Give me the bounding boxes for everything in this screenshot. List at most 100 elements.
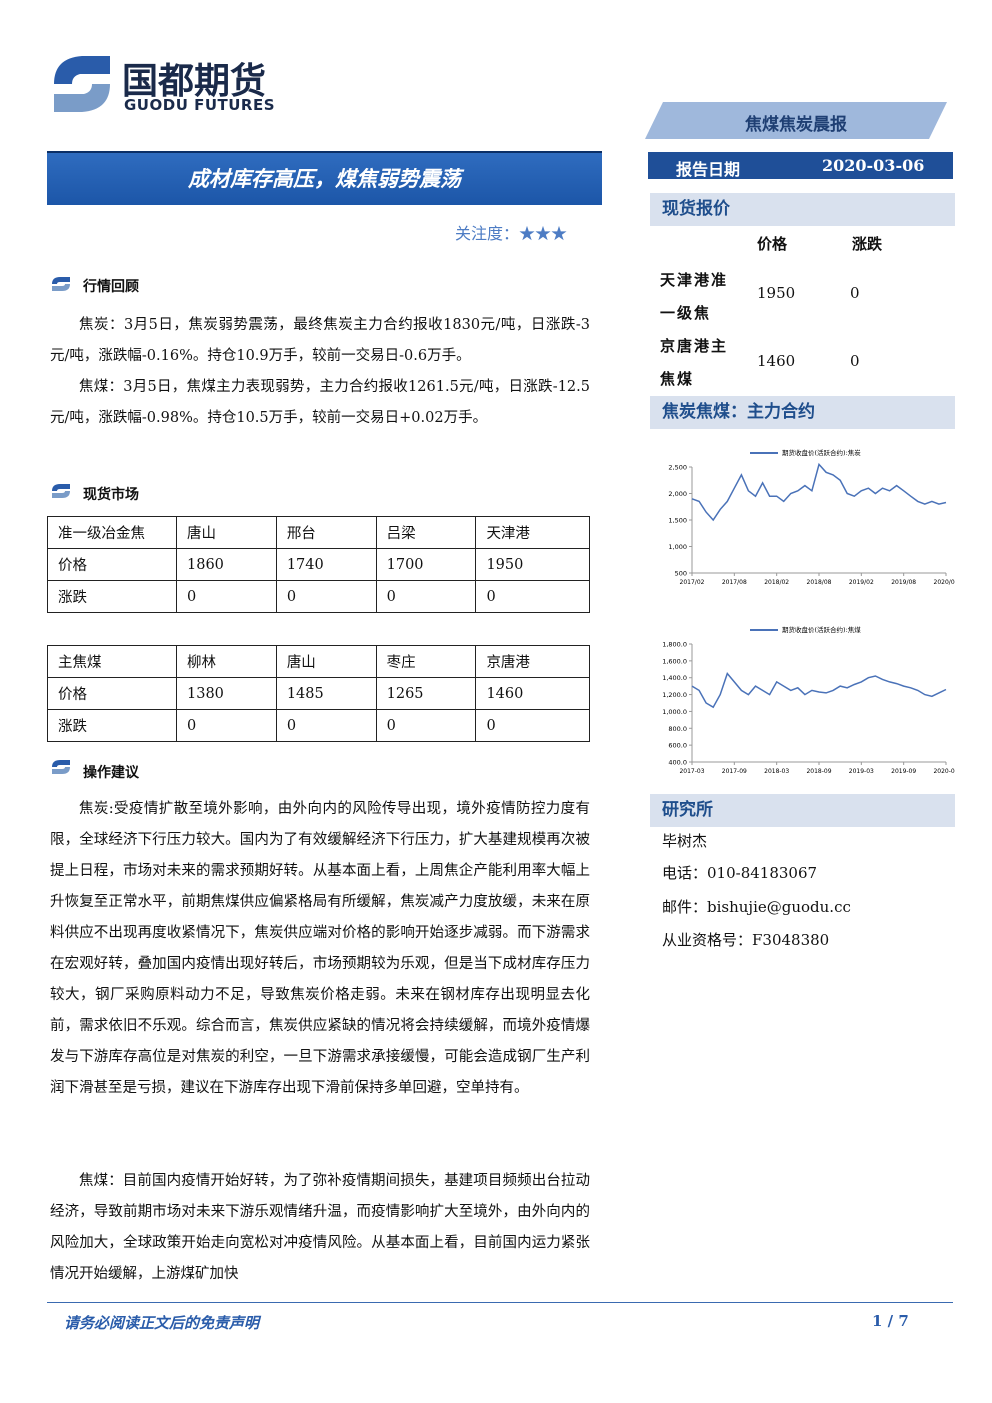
paragraph: 焦煤：目前国内疫情开始好转，为了弥补疫情期间损失，基建项目频频出台拉动经济，导致… [50,1173,590,1282]
company-name-en: GUODU FUTURES [124,96,276,114]
section-heading: 现货市场 [83,487,139,503]
footer-rule [47,1302,953,1303]
y-tick-label: 1,000.0 [662,708,687,716]
table-cell: 枣庄 [375,645,477,678]
license: 从业资格号：F3048380 [662,931,830,949]
chart: 400.0 600.0 800.0 1,000.0 1,200.0 1,400.0 1,60… [662,625,955,775]
report-name-band [645,102,947,139]
data-line [691,671,947,709]
x-tick-label: 2017/02 [680,579,705,586]
table-cell: 唐山 [176,516,277,549]
x-tick-label: 2019-03 [849,768,874,775]
table-cell: 涨跌 [47,580,177,613]
table-cell: 0 [375,709,477,742]
table-cell: 柳林 [176,645,277,678]
chart: 500 1,000 1,500 2,000 2,500 2017/02 2017/08 201… [668,448,955,586]
y-tick-label: 1,800.0 [662,641,687,649]
y-tick-label: 2,000 [668,490,687,498]
table-cell: 0 [275,580,377,613]
table-cell: 1950 [475,548,590,581]
y-tick-label: 800.0 [668,725,687,733]
table-cell: 0 [475,709,590,742]
table-cell: 0 [375,580,477,613]
table-cell: 涨跌 [47,709,177,742]
col-header: 价格 [757,235,788,253]
x-tick-label: 2018/08 [807,579,832,586]
report-name: 焦煤焦炭晨报 [745,115,847,135]
x-tick-label: 2017-03 [679,768,704,775]
title-bar [47,151,602,205]
table-cell: 0 [275,709,377,742]
sidebar-heading: 焦炭焦煤：主力合约 [650,396,955,429]
table-cell: 1460 [475,677,590,710]
spot-table: 主焦煤 柳林 唐山 枣庄 京唐港 价格 1380 1485 1265 1460 涨跌 0 0 0 0 [47,645,590,742]
y-tick-label: 600.0 [668,742,687,750]
table-cell: 准一级冶金焦 [47,516,177,549]
table-row: 主焦煤 柳林 唐山 枣庄 京唐港 [47,645,590,678]
table-row: 准一级冶金焦 唐山 邢台 吕梁 天津港 [47,516,590,549]
table-cell: 天津港 [475,516,590,549]
x-tick-label: 2019/08 [891,579,916,586]
cell: 1950 [757,284,796,302]
phone: 电话：010-84183067 [662,864,818,882]
data-line [691,462,947,522]
table-cell: 1380 [176,677,277,710]
date-bar [648,152,953,179]
cell: 1460 [757,352,796,370]
x-tick-label: 2018/02 [764,579,789,586]
disclaimer: 请务必阅读正文后的免责声明 [64,1314,260,1332]
table-cell: 价格 [47,548,177,581]
table-cell: 1700 [375,548,477,581]
x-tick-label: 2020/02 [934,579,955,586]
report-title: 成材库存高压，煤焦弱势震荡 [188,166,461,191]
y-tick-label: 1,500 [668,517,687,525]
table-cell: 1740 [275,548,377,581]
table-cell: 京唐港 [475,645,590,678]
page-number: 1 / 7 [872,1312,909,1330]
y-tick-label: 500 [675,570,687,578]
date-label: 报告日期 [676,160,741,179]
y-tick-label: 2,500 [668,464,687,472]
section-heading: 行情回顾 [83,279,139,295]
table-cell: 主焦煤 [47,645,177,678]
cell: 0 [850,284,860,302]
table-cell: 1485 [275,677,377,710]
x-tick-label: 2017-09 [722,768,747,775]
table-row: 涨跌 0 0 0 0 [47,709,590,742]
paragraph: 焦炭：3月5日，焦炭弱势震荡，最终焦炭主力合约报收1830元/吨，日涨跌-3元/… [50,317,590,364]
col-header: 涨跌 [852,235,883,253]
spot-table: 准一级冶金焦 唐山 邢台 吕梁 天津港 价格 1860 1740 1700 1950 涨跌 0 0 0 0 [47,516,590,613]
y-tick-label: 1,000 [668,543,687,551]
table-cell: 价格 [47,677,177,710]
logo-icon [54,56,110,112]
y-tick-label: 1,400.0 [662,674,687,682]
table-cell: 唐山 [275,645,377,678]
table-cell: 吕梁 [375,516,477,549]
table-cell: 0 [475,580,590,613]
table-row: 涨跌 0 0 0 0 [47,580,590,613]
table-cell: 1265 [375,677,477,710]
table-row: 价格 1380 1485 1265 1460 [47,677,590,710]
company-name: 国都期货 [122,61,267,102]
date-value: 2020-03-06 [822,156,925,175]
table-cell: 邢台 [275,516,377,549]
section-icon [52,277,70,291]
section-icon [52,484,70,498]
table-cell: 0 [176,709,277,742]
row-label: 天津港准一级焦 [660,271,729,322]
cell: 0 [850,352,860,370]
email: 邮件：bishujie@guodu.cc [662,898,851,916]
y-tick-label: 1,600.0 [662,657,687,665]
section-icon [52,760,70,774]
legend-label: 期货收盘价(活跃合约):焦炭 [782,448,861,457]
x-tick-label: 2018-03 [764,768,789,775]
y-tick-label: 400.0 [668,759,687,767]
paragraph: 焦炭:受疫情扩散至境外影响，由外向内的风险传导出现，境外疫情防控力度有限，全球经… [50,801,590,1096]
table-row: 价格 1860 1740 1700 1950 [47,548,590,581]
x-tick-label: 2020-03 [933,768,955,775]
x-tick-label: 2018-09 [806,768,831,775]
row-label: 京唐港主焦煤 [660,337,729,388]
x-tick-label: 2019-09 [891,768,916,775]
paragraph: 焦煤：3月5日，焦煤主力表现弱势，主力合约报收1261.5元/吨，日涨跌-12.… [50,379,590,426]
